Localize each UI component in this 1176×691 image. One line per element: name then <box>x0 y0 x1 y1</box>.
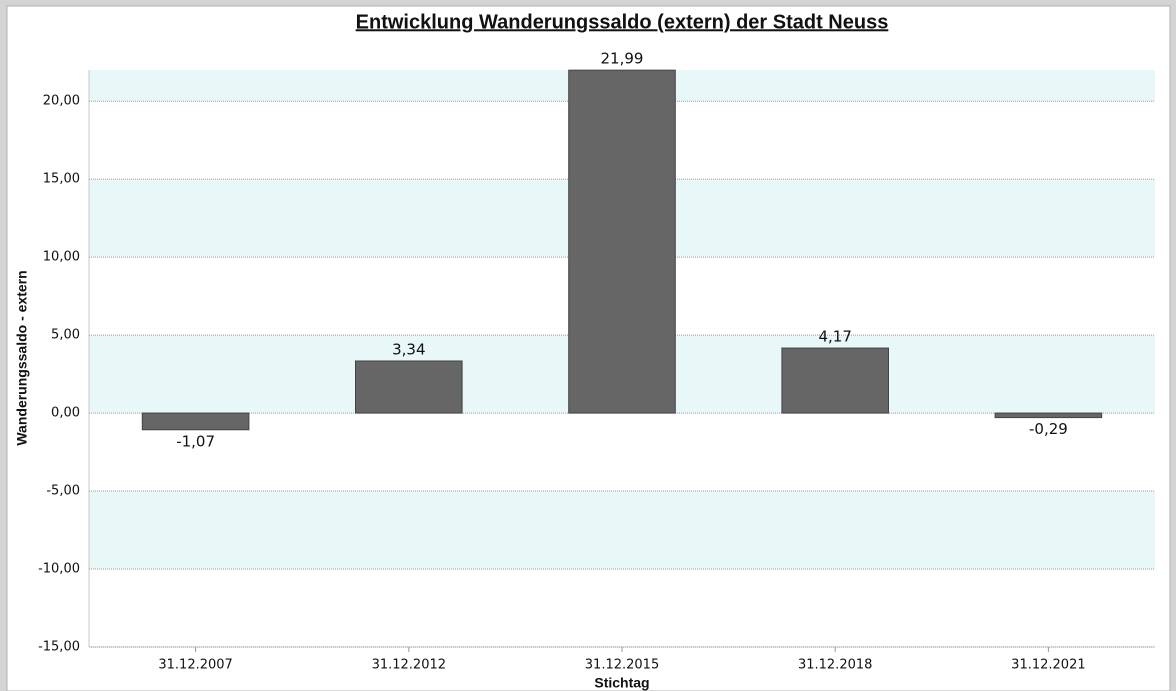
plot-band <box>89 569 1155 647</box>
x-tick-label: 31.12.2021 <box>1011 658 1085 673</box>
plot-band <box>89 491 1155 570</box>
y-tick-label: 5,00 <box>51 328 80 343</box>
chart-title: Entwicklung Wanderungssaldo (extern) der… <box>356 11 889 33</box>
y-tick-label: 0,00 <box>51 406 80 421</box>
bar <box>994 412 1103 419</box>
bar <box>355 360 463 414</box>
y-tick-label: 15,00 <box>43 172 80 187</box>
bar <box>781 347 890 414</box>
plot-band <box>89 413 1155 492</box>
x-tick-label: 31.12.2018 <box>798 658 872 673</box>
y-tick-label: -10,00 <box>38 562 80 577</box>
value-label: 4,17 <box>818 328 851 346</box>
value-label: -0,29 <box>1029 420 1068 438</box>
bar <box>568 69 676 414</box>
y-tick-label: -5,00 <box>46 484 80 499</box>
value-label: -1,07 <box>176 432 215 450</box>
value-label: 21,99 <box>601 50 644 68</box>
value-label: 3,34 <box>392 340 425 358</box>
y-tick-label: -15,00 <box>38 640 80 655</box>
bar <box>141 412 250 431</box>
y-tick-label: 10,00 <box>43 250 80 265</box>
x-tick-label: 31.12.2015 <box>585 658 659 673</box>
y-tick-label: 20,00 <box>43 94 80 109</box>
x-tick-label: 31.12.2007 <box>158 658 232 673</box>
x-tick-label: 31.12.2012 <box>372 658 446 673</box>
x-axis-title: Stichtag <box>594 675 649 691</box>
y-axis-title: Wanderungssaldo - extern <box>14 270 30 445</box>
